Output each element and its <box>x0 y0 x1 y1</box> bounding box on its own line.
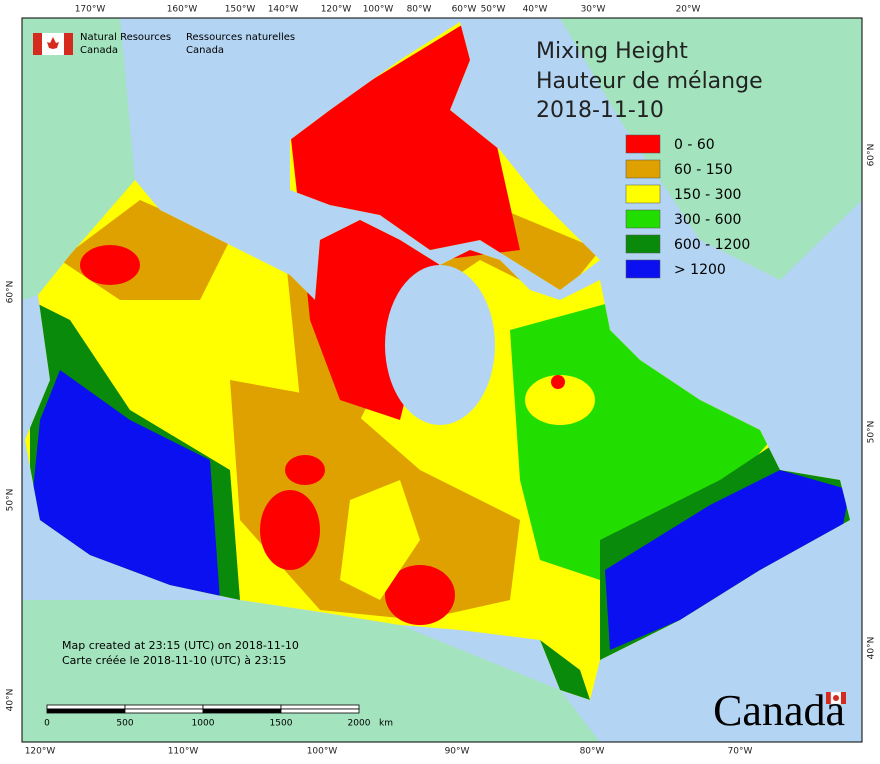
legend-swatch <box>625 184 661 204</box>
left-label: 50°N <box>6 489 16 512</box>
scale-segment <box>202 708 282 714</box>
scale-segment <box>280 708 360 714</box>
frame <box>21 17 863 743</box>
agency-fr: Canada <box>186 45 224 56</box>
title: Mixing Height <box>536 39 688 64</box>
scale-segment <box>280 704 360 710</box>
right-label: 60°N <box>867 144 877 167</box>
top-label: 40°W <box>523 5 548 15</box>
agency-fr: Ressources naturelles <box>186 32 295 43</box>
legend-swatch <box>625 134 661 154</box>
top-label: 50°W <box>481 5 506 15</box>
logo <box>33 33 73 55</box>
right-label: 50°N <box>867 421 877 444</box>
bottom-label: 120°W <box>25 747 56 757</box>
legend-label: 60 - 150 <box>674 162 733 178</box>
legend-swatch <box>625 209 661 229</box>
scale-segment <box>124 708 204 714</box>
date: 2018-11-10 <box>536 98 664 123</box>
legend-label: 300 - 600 <box>674 212 741 228</box>
top-label: 60°W <box>452 5 477 15</box>
top-label: 150°W <box>225 5 256 15</box>
agency-en: Natural Resources <box>80 32 171 43</box>
top-label: 160°W <box>167 5 198 15</box>
scale-segment <box>46 704 126 710</box>
legend-swatch <box>625 259 661 279</box>
bottom-label: 100°W <box>307 747 338 757</box>
legend-label: 600 - 1200 <box>674 237 750 253</box>
wordmark-flag <box>826 691 846 705</box>
note: Map created at 23:15 (UTC) on 2018-11-10 <box>62 639 299 652</box>
legend-swatch <box>625 159 661 179</box>
scale-segment <box>202 704 282 710</box>
note: Carte créée le 2018-11-10 (UTC) à 23:15 <box>62 654 286 667</box>
bottom-label: 110°W <box>168 747 199 757</box>
scale-label: 500 <box>116 719 133 729</box>
legend-label: 150 - 300 <box>674 187 741 203</box>
top-label: 140°W <box>268 5 299 15</box>
scale-label: 2000 <box>348 719 371 729</box>
bottom-label: 90°W <box>445 747 470 757</box>
right-label: 40°N <box>867 637 877 660</box>
top-label: 120°W <box>321 5 352 15</box>
left-label: 60°N <box>6 281 16 304</box>
top-label: 100°W <box>363 5 394 15</box>
top-label: 20°W <box>676 5 701 15</box>
bottom-label: 80°W <box>580 747 605 757</box>
top-label: 30°W <box>581 5 606 15</box>
scale-label: 1000 <box>192 719 215 729</box>
title: Hauteur de mélange <box>536 69 763 94</box>
scale-segment <box>124 704 204 710</box>
legend-label: 0 - 60 <box>674 137 715 153</box>
legend-swatch <box>625 234 661 254</box>
map-body <box>22 18 862 742</box>
wordmark: Canada <box>713 686 845 735</box>
left-label: 40°N <box>6 689 16 712</box>
scale-unit: km <box>379 719 393 729</box>
top-label: 80°W <box>407 5 432 15</box>
scale-segment <box>46 708 126 714</box>
legend-label: > 1200 <box>674 262 726 278</box>
top-label: 170°W <box>75 5 106 15</box>
agency-en: Canada <box>80 45 118 56</box>
scale-label: 1500 <box>270 719 293 729</box>
scale-label: 0 <box>44 719 50 729</box>
bottom-label: 70°W <box>728 747 753 757</box>
